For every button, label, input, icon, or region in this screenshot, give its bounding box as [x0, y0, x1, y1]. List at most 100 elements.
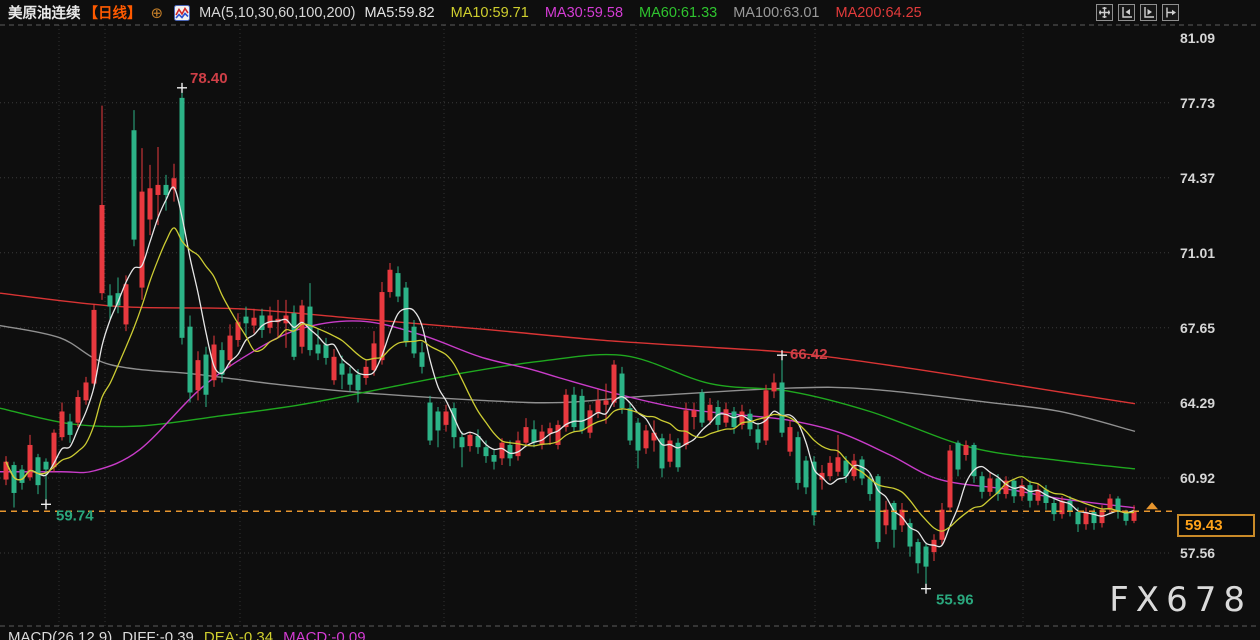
- candle-body: [155, 184, 161, 195]
- candle-body: [315, 344, 321, 354]
- candle-body: [835, 457, 841, 472]
- candle-body: [867, 478, 873, 495]
- ma60-line: [0, 353, 1136, 470]
- candle-body: [571, 394, 577, 428]
- candle-body: [691, 410, 697, 418]
- candle-body: [339, 363, 345, 375]
- candle-body: [323, 344, 329, 358]
- candle-body: [259, 315, 265, 331]
- macd-macd-value: MACD:-0.09: [283, 629, 366, 640]
- candle-body: [1067, 500, 1073, 512]
- candle-body: [99, 205, 105, 294]
- ma-legend-value-4: MA100:63.01: [733, 4, 820, 21]
- candle-body: [467, 434, 473, 447]
- candle-body: [579, 395, 585, 431]
- compress-axis-left-icon[interactable]: [1118, 4, 1135, 21]
- candle-body: [771, 382, 777, 392]
- candle-body: [227, 335, 233, 361]
- ma5-line: [5, 186, 1135, 548]
- macd-dea-value: DEA:-0.34: [203, 629, 274, 640]
- candle-body: [627, 408, 633, 441]
- candle-body: [955, 442, 961, 470]
- move-chart-icon[interactable]: [1096, 4, 1113, 21]
- candle-body: [779, 382, 785, 433]
- candle-body: [1035, 489, 1041, 501]
- candle-body: [187, 326, 193, 393]
- candle-body: [1027, 485, 1033, 501]
- ma10-line: [5, 227, 1135, 532]
- candle-body: [619, 373, 625, 409]
- candle-body: [371, 343, 377, 371]
- candle-body: [763, 390, 769, 441]
- candle-body: [755, 429, 761, 443]
- candle-body: [1075, 511, 1081, 525]
- y-axis-label: 67.65: [1180, 319, 1216, 336]
- candle-body: [419, 352, 425, 367]
- candle-body: [523, 427, 529, 443]
- macd-footer: MACD(26,12,9) DIFF:-0.39 DEA:-0.34 MACD:-0.…: [8, 629, 376, 640]
- candle-body: [211, 344, 217, 381]
- candle-body: [75, 396, 81, 423]
- period-label[interactable]: 【日线】: [83, 6, 142, 22]
- extreme-price-label: 59.74: [56, 507, 94, 524]
- candle-body: [499, 442, 505, 459]
- ma200-line: [0, 292, 1136, 405]
- candle-body: [347, 373, 353, 385]
- indicator-icon[interactable]: [174, 4, 191, 21]
- compress-axis-right-icon[interactable]: [1140, 4, 1157, 21]
- candle-body: [667, 440, 673, 462]
- candle-body: [707, 404, 713, 421]
- extreme-price-label: 78.40: [190, 70, 228, 87]
- candle-body: [923, 546, 929, 567]
- candle-body: [595, 400, 601, 413]
- candle-body: [1051, 503, 1057, 515]
- candle-body: [19, 469, 25, 483]
- macd-indicator-label[interactable]: MACD(26,12,9): [8, 629, 113, 640]
- candle-body: [203, 354, 209, 395]
- candle-body: [115, 293, 121, 306]
- y-axis-label: 71.01: [1180, 244, 1216, 261]
- candle-body: [379, 292, 385, 361]
- candle-body: [963, 444, 969, 456]
- y-axis-label: 64.29: [1180, 394, 1216, 411]
- candle-body: [699, 392, 705, 423]
- ma-legend: MA5:59.82 MA10:59.71 MA30:59.58 MA60:61.33 M…: [364, 5, 921, 21]
- candle-body: [811, 461, 817, 516]
- ma-legend-value-0: MA5:59.82: [364, 4, 435, 21]
- candle-body: [427, 402, 433, 441]
- candle-body: [1019, 485, 1025, 497]
- watermark-fx678: FX678: [1109, 580, 1252, 620]
- candle-body: [507, 444, 513, 459]
- candle-body: [307, 306, 313, 351]
- candle-body: [827, 462, 833, 477]
- candle-body: [1083, 511, 1089, 525]
- ma-settings-label[interactable]: MA(5,10,30,60,100,200): [199, 4, 356, 21]
- candle-body: [787, 427, 793, 452]
- candle-body: [603, 400, 609, 405]
- candle-body: [251, 317, 257, 326]
- ma-legend-value-2: MA30:59.58: [544, 4, 624, 21]
- candle-body: [35, 457, 41, 486]
- candle-body: [635, 422, 641, 451]
- candle-body: [59, 411, 65, 438]
- circle-plus-icon[interactable]: ⊕: [150, 4, 164, 22]
- candle-body: [531, 429, 537, 443]
- candle-body: [483, 447, 489, 457]
- candle-body: [459, 437, 465, 448]
- y-axis-label: 57.56: [1180, 545, 1216, 561]
- candle-body: [395, 273, 401, 297]
- candle-body: [1091, 511, 1097, 524]
- candle-body: [563, 394, 569, 428]
- candle-body: [907, 523, 913, 547]
- candle-body: [403, 287, 409, 343]
- candle-body: [971, 444, 977, 477]
- jump-to-latest-icon[interactable]: [1162, 4, 1179, 21]
- candle-body: [91, 309, 97, 384]
- candle-body: [659, 438, 665, 469]
- candle-body: [1123, 511, 1129, 521]
- candle-body: [11, 465, 17, 493]
- candle-body: [147, 188, 153, 220]
- ma-legend-value-3: MA60:61.33: [639, 4, 718, 21]
